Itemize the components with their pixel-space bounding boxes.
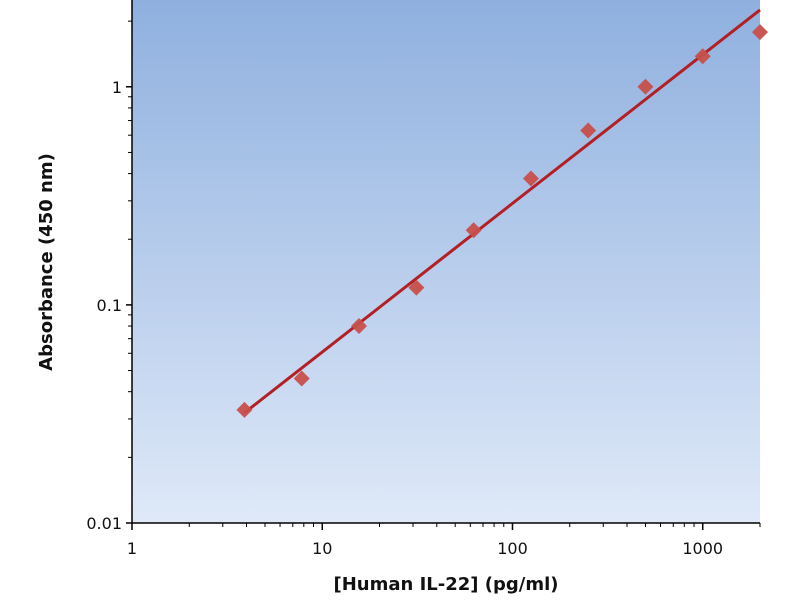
x-tick-label-1: 1: [127, 539, 137, 558]
x-minor-ticks: [188, 523, 761, 527]
data-point-diamond: [637, 78, 654, 95]
y-tick-labels: 0.01 0.1 1: [86, 78, 122, 533]
plot-background: [132, 0, 760, 523]
x-tick-label-10: 10: [312, 539, 332, 558]
x-tick-label-100: 100: [497, 539, 528, 558]
y-tick-label-0.1: 0.1: [97, 296, 122, 315]
x-tick-labels: 1 10 100 1000: [127, 539, 723, 558]
data-point-diamond: [236, 401, 253, 418]
data-point-diamond: [293, 370, 310, 387]
data-points: [236, 24, 768, 418]
x-major-ticks: [131, 523, 704, 530]
y-tick-label-0.01: 0.01: [86, 514, 122, 533]
y-minor-ticks: [128, 20, 132, 458]
y-axis-title: Absorbance (450 nm): [36, 153, 57, 371]
data-point-diamond: [752, 24, 768, 41]
data-point-diamond: [465, 222, 482, 239]
data-point-diamond: [350, 318, 367, 335]
data-point-diamond: [408, 279, 425, 296]
data-point-diamond: [580, 122, 597, 139]
fit-line: [243, 8, 761, 415]
data-point-diamond: [522, 170, 539, 187]
data-point-diamond: [694, 48, 711, 65]
x-tick-label-1000: 1000: [682, 539, 723, 558]
x-axis-title: [Human IL-22] (pg/ml): [334, 574, 559, 595]
y-tick-label-1: 1: [112, 78, 122, 97]
y-major-ticks: [126, 86, 132, 524]
